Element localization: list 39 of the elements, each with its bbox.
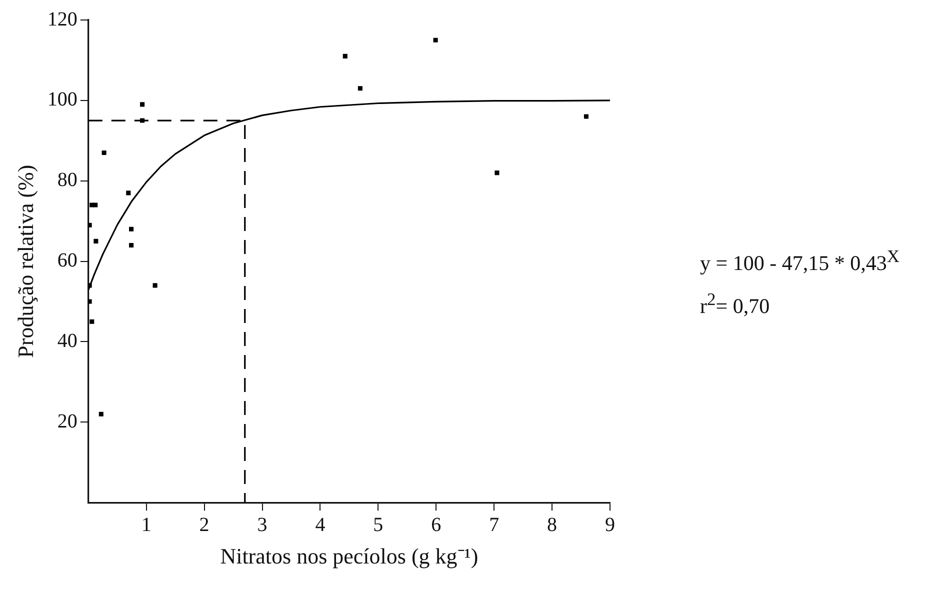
point: [152, 283, 158, 288]
point: [98, 412, 104, 416]
point: [358, 86, 362, 91]
x-axis-title: Nitratos nos pecíolos (g kg⁻¹): [220, 544, 478, 569]
point: [140, 102, 145, 107]
point: [88, 299, 92, 304]
y-tick-label: 80: [57, 169, 78, 192]
x-tick-label: 5: [373, 514, 384, 536]
text: y = 100 - 47,15 * 0,43$^{X}$: [700, 245, 900, 277]
point: [494, 170, 500, 176]
point: [584, 114, 589, 119]
point: [433, 38, 438, 42]
x-tick-label: 4: [315, 514, 326, 536]
y-tick-label: 120: [47, 8, 78, 30]
point: [140, 118, 145, 123]
point: [129, 242, 134, 248]
point: [102, 150, 106, 155]
x-tick-label: 9: [605, 514, 615, 536]
point: [88, 222, 92, 228]
point: [90, 319, 94, 324]
x-tick-label: 8: [547, 514, 558, 536]
point: [126, 190, 131, 196]
x-tick-label: 1: [141, 514, 152, 536]
point: [129, 226, 134, 232]
y-tick-label: 20: [57, 410, 78, 432]
y-axis-title: Produção relativa (%): [12, 164, 38, 358]
x-tick-label: 6: [431, 514, 442, 536]
point: [94, 238, 98, 244]
point: [93, 202, 98, 208]
y-tick-label: 100: [47, 88, 78, 111]
x-tick-label: 7: [489, 514, 500, 536]
point: [90, 202, 94, 208]
y-tick-label: 40: [57, 330, 78, 352]
x-tick-label: 3: [257, 514, 268, 536]
point: [342, 54, 348, 58]
y-tick-label: 60: [57, 250, 78, 272]
x-tick-label: 2: [199, 514, 210, 536]
text: r$^{2}$= 0,70: [700, 288, 771, 320]
point: [88, 283, 92, 288]
